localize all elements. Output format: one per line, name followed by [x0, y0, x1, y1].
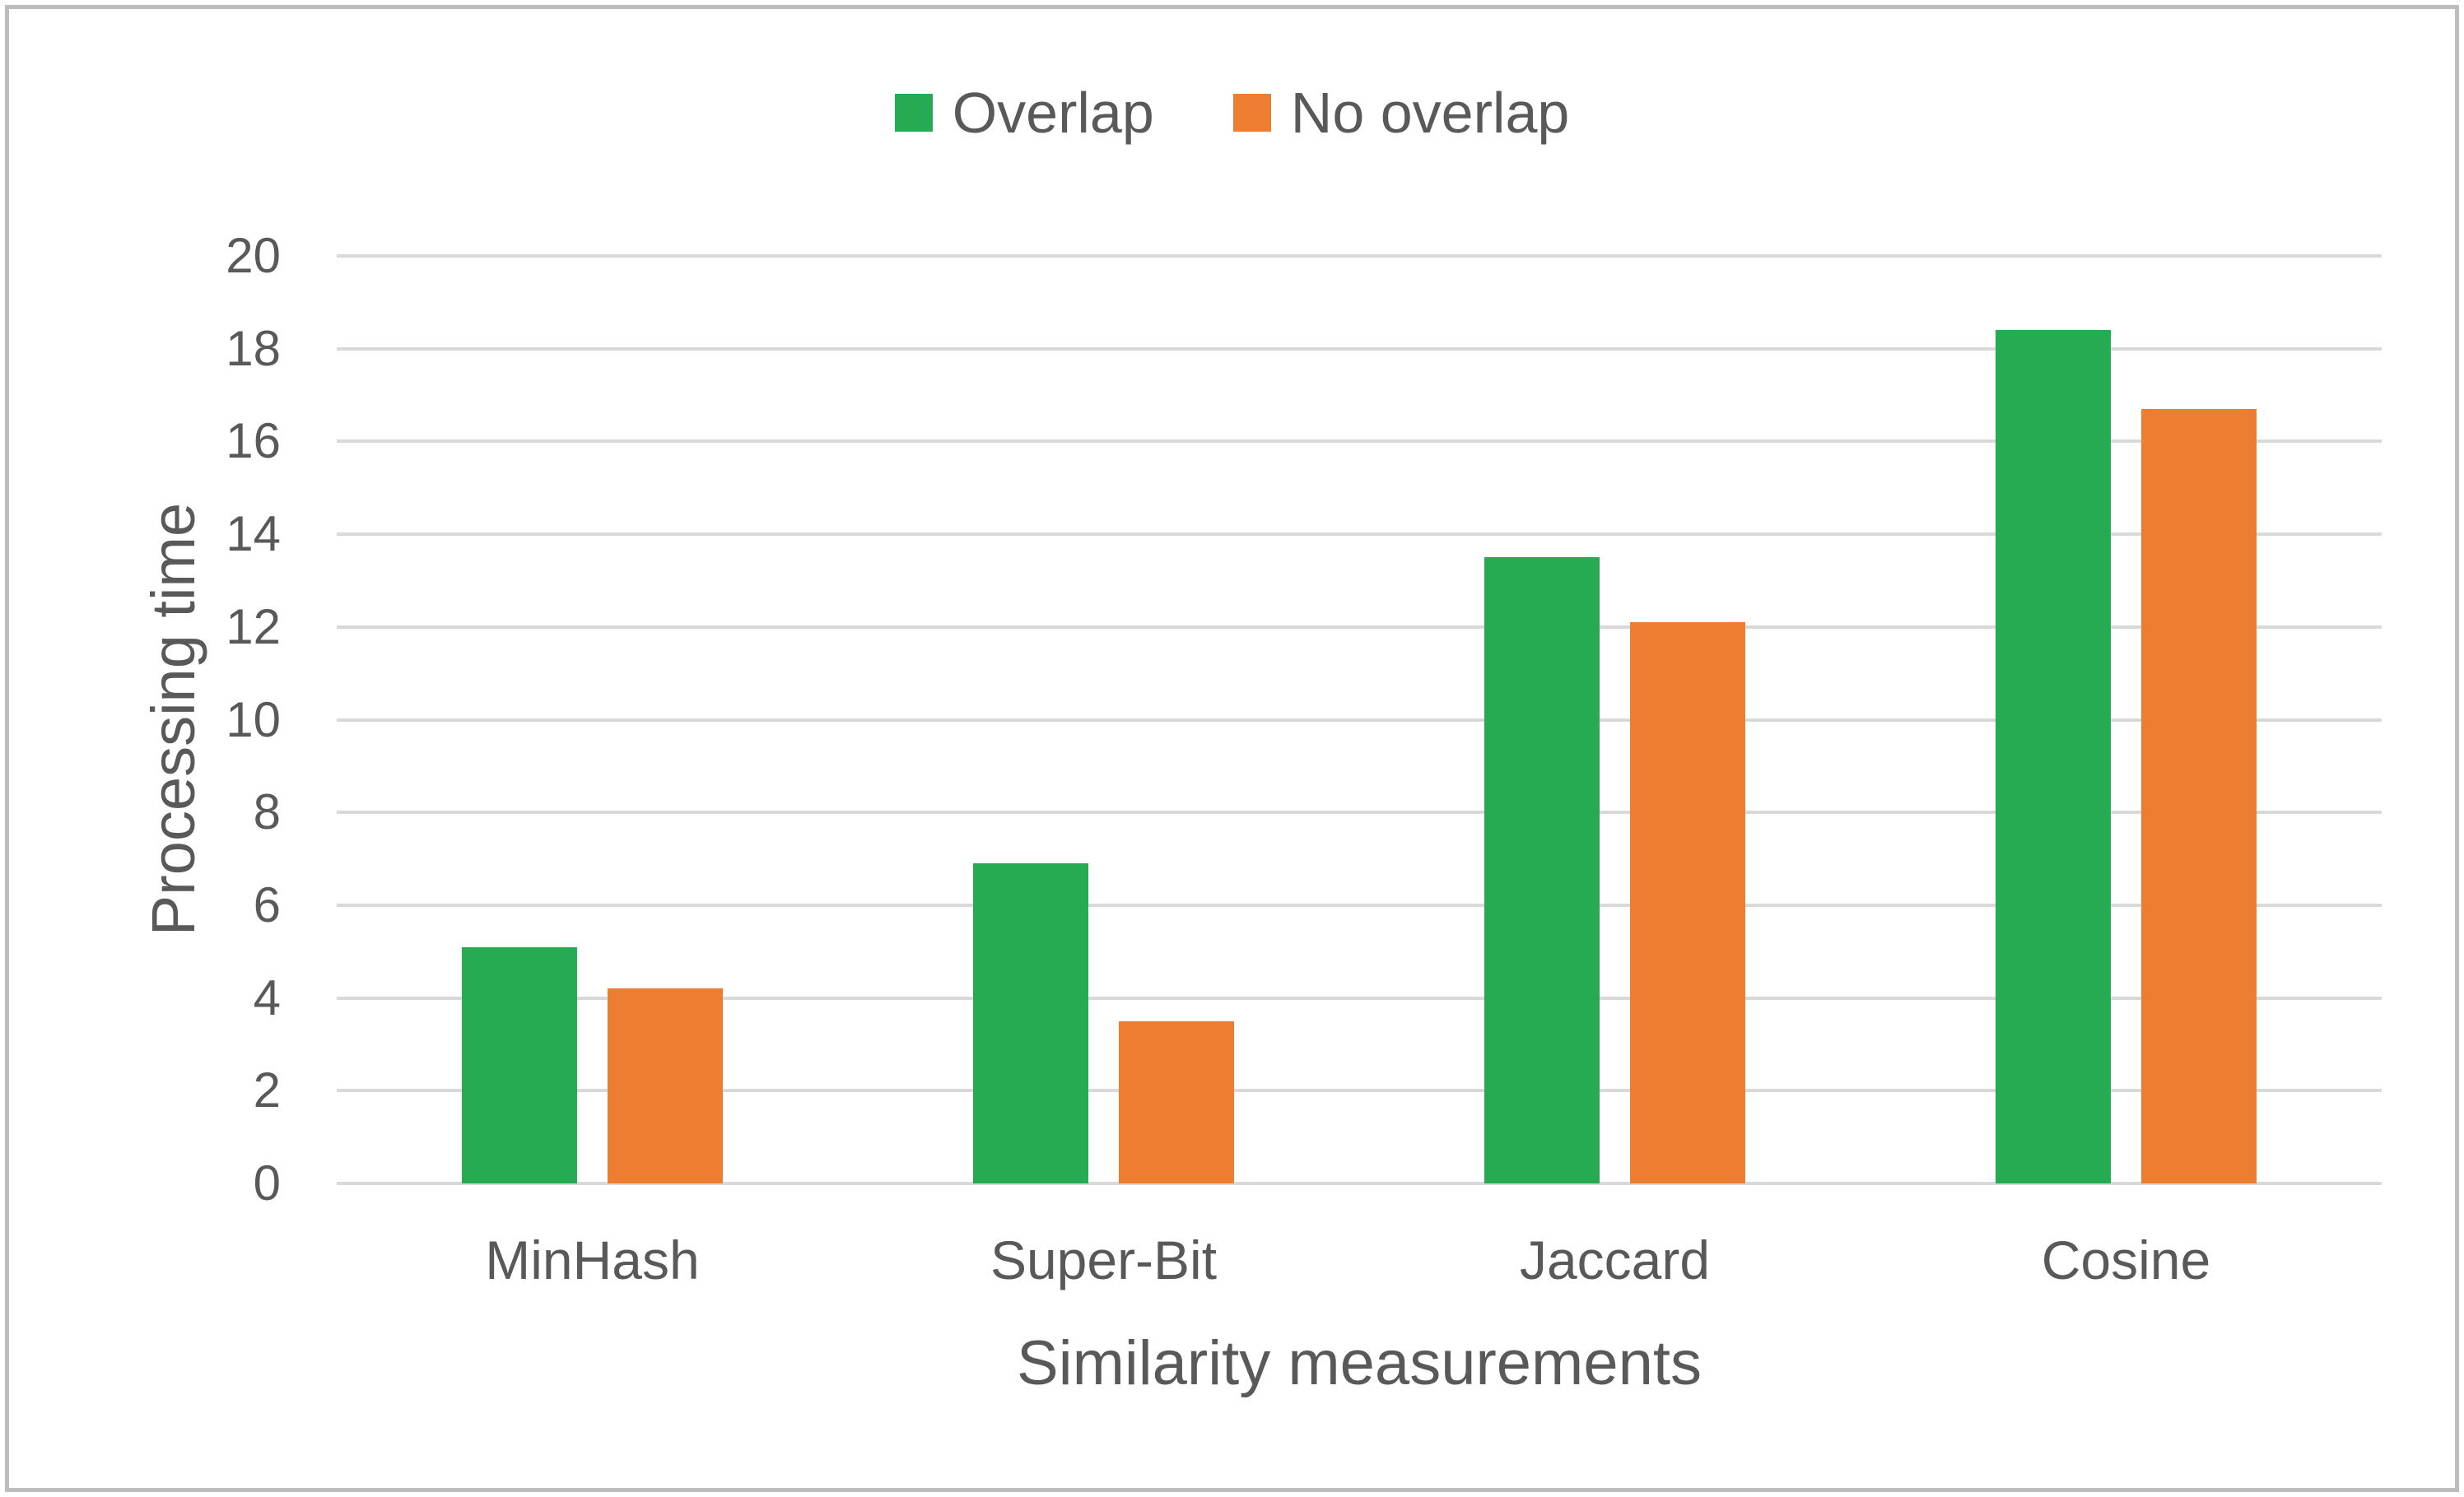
category-label-super-bit: Super-Bit	[990, 1230, 1218, 1290]
gridline-y-16	[337, 439, 2382, 444]
no-overlap-series-label: No overlap	[1290, 81, 1570, 145]
category-label-minhash: MinHash	[485, 1230, 700, 1290]
y-tick-label-0: 0	[253, 1155, 281, 1211]
y-tick-label-6: 6	[253, 876, 281, 932]
y-tick-label-4: 4	[253, 969, 281, 1025]
y-tick-label-18: 18	[226, 320, 281, 376]
y-tick-label-14: 14	[226, 506, 281, 562]
gridline-y-6	[337, 903, 2382, 907]
gridline-y-4	[337, 996, 2382, 1000]
bar-no-overlap-super-bit	[1119, 1020, 1234, 1183]
y-tick-label-16: 16	[226, 413, 281, 469]
y-tick-label-10: 10	[226, 691, 281, 747]
bar-no-overlap-cosine	[2141, 408, 2257, 1183]
bar-no-overlap-minhash	[608, 988, 723, 1183]
category-label-cosine: Cosine	[2041, 1230, 2211, 1290]
x-axis-title: Similarity measurements	[1017, 1328, 1702, 1398]
gridline-y-10	[337, 718, 2382, 722]
bar-overlap-minhash	[462, 946, 577, 1183]
y-tick-label-12: 12	[226, 598, 281, 654]
gridline-y-0	[337, 1182, 2382, 1185]
no-overlap-series-swatch-icon	[1232, 94, 1271, 132]
bar-overlap-cosine	[1996, 330, 2111, 1183]
gridline-y-18	[337, 346, 2382, 351]
category-label-jaccard: Jaccard	[1519, 1230, 1711, 1290]
bar-overlap-jaccard	[1484, 557, 1600, 1183]
legend-item-no-overlap: No overlap	[1232, 80, 1570, 146]
gridline-y-8	[337, 811, 2382, 815]
x-axis-category-labels: MinHash Super-Bit Jaccard Cosine	[337, 1233, 2382, 1299]
gridline-y-2	[337, 1089, 2382, 1093]
overlap-series-label: Overlap	[952, 81, 1154, 145]
overlap-series-swatch-icon	[894, 94, 933, 132]
y-axis-tick-labels: 0 2 4 6 8 10 12 14 16 18 20	[9, 231, 281, 1208]
legend-item-overlap: Overlap	[894, 80, 1154, 146]
bar-overlap-super-bit	[973, 863, 1088, 1183]
gridline-y-14	[337, 532, 2382, 537]
plot-area	[337, 254, 2382, 1185]
y-tick-label-20: 20	[226, 228, 281, 283]
y-tick-label-2: 2	[253, 1062, 281, 1118]
gridline-y-20	[337, 254, 2382, 258]
bar-no-overlap-jaccard	[1630, 622, 1745, 1183]
gridline-y-12	[337, 625, 2382, 629]
y-tick-label-8: 8	[253, 784, 281, 840]
legend: Overlap No overlap	[9, 80, 2455, 146]
